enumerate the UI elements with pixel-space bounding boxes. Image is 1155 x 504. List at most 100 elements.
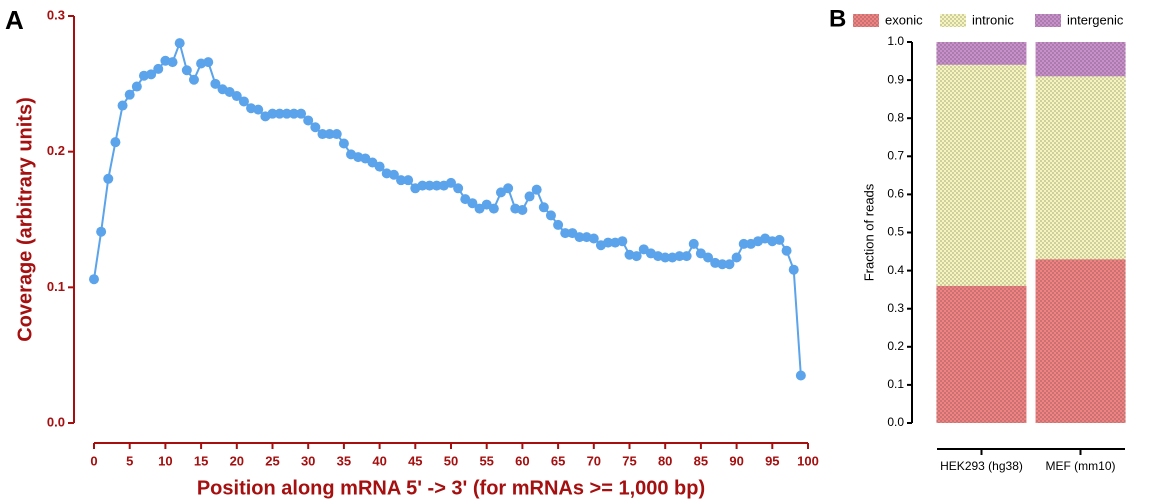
data-point	[553, 219, 564, 230]
data-point	[288, 108, 299, 119]
x-tick-label: 65	[551, 453, 565, 468]
y-tick-label: 0.4	[887, 263, 904, 277]
legend-swatch	[1035, 14, 1061, 27]
data-point	[503, 183, 514, 194]
x-tick-label: HEK293 (hg38)	[940, 459, 1023, 473]
data-point	[446, 177, 456, 188]
y-tick-label: 0.1	[47, 279, 65, 294]
data-point	[231, 91, 242, 102]
data-point	[181, 65, 192, 76]
data-point	[545, 210, 556, 221]
y-tick-label: 0.0	[47, 414, 65, 429]
data-point	[424, 180, 435, 191]
data-point	[238, 96, 249, 107]
y-tick-label: 0.3	[887, 301, 904, 315]
data-point	[453, 183, 464, 194]
bar-segment	[936, 285, 1027, 423]
y-tick-label: 1.0	[887, 34, 904, 48]
x-tick-label: 10	[158, 453, 172, 468]
legend-label: intergenic	[1067, 12, 1124, 27]
data-point	[167, 57, 178, 68]
x-tick-label: 15	[194, 453, 208, 468]
data-point	[210, 78, 221, 89]
y-axis-label: Fraction of reads	[861, 183, 876, 281]
data-point	[317, 129, 328, 140]
data-point	[281, 108, 292, 119]
data-point	[124, 89, 135, 100]
data-point	[146, 69, 157, 80]
x-tick-label: 70	[587, 453, 601, 468]
y-tick-label: 0.3	[47, 7, 65, 22]
data-point	[703, 252, 714, 263]
data-point	[253, 104, 264, 115]
data-point	[774, 234, 785, 245]
legend-swatch	[940, 14, 966, 27]
data-point	[531, 184, 542, 195]
bar-segment	[1035, 76, 1126, 260]
bar-segment	[936, 42, 1027, 65]
data-point	[524, 191, 535, 202]
data-point	[738, 238, 749, 249]
y-tick-label: 0.6	[887, 187, 904, 201]
data-point	[517, 205, 528, 216]
data-point	[681, 251, 692, 262]
data-point	[131, 81, 142, 92]
data-point	[731, 252, 742, 263]
data-point	[96, 226, 107, 237]
data-point	[588, 233, 599, 244]
x-tick-label: MEF (mm10)	[1046, 459, 1116, 473]
x-axis-label: Position along mRNA 5' -> 3' (for mRNAs …	[197, 477, 705, 499]
data-point	[267, 108, 278, 119]
data-point	[660, 252, 671, 263]
y-tick-label: 0.7	[887, 148, 904, 162]
data-point	[188, 74, 199, 85]
x-tick-label: 60	[515, 453, 529, 468]
x-tick-label: 100	[797, 453, 819, 468]
x-tick-label: 80	[658, 453, 672, 468]
data-point	[310, 122, 321, 133]
data-point	[110, 137, 121, 148]
data-point	[331, 129, 342, 140]
x-tick-label: 75	[622, 453, 636, 468]
data-point	[617, 236, 628, 247]
data-point	[724, 259, 735, 270]
data-point	[488, 203, 499, 214]
y-tick-label: 0.0	[887, 415, 904, 429]
x-tick-label: 30	[301, 453, 315, 468]
data-point	[538, 202, 549, 213]
y-axis-label: Coverage (arbitrary units)	[14, 97, 36, 342]
x-tick-label: 35	[337, 453, 351, 468]
x-tick-label: 0	[90, 453, 97, 468]
x-tick-label: 85	[694, 453, 708, 468]
data-point	[674, 251, 685, 262]
data-point	[631, 251, 642, 262]
panel-label: B	[829, 5, 846, 32]
bar-segment	[1035, 42, 1126, 77]
data-point	[338, 138, 349, 149]
data-point	[417, 180, 428, 191]
bar-segment	[936, 64, 1027, 286]
data-point	[117, 100, 128, 111]
x-tick-label: 20	[230, 453, 244, 468]
data-point	[203, 57, 214, 68]
data-point	[324, 129, 335, 140]
x-tick-label: 25	[265, 453, 279, 468]
data-point	[153, 63, 164, 74]
data-point	[296, 108, 307, 119]
data-point	[688, 238, 699, 249]
x-tick-label: 90	[729, 453, 743, 468]
data-point	[781, 245, 792, 256]
data-point	[374, 161, 385, 172]
data-point	[795, 370, 806, 381]
data-point	[788, 264, 799, 275]
legend-label: intronic	[972, 12, 1014, 27]
data-line	[93, 39, 802, 376]
x-tick-label: 45	[408, 453, 422, 468]
bar-segment	[1035, 259, 1126, 423]
data-point	[103, 173, 114, 184]
data-point	[467, 198, 478, 209]
data-point	[396, 175, 407, 186]
data-point	[89, 274, 99, 285]
